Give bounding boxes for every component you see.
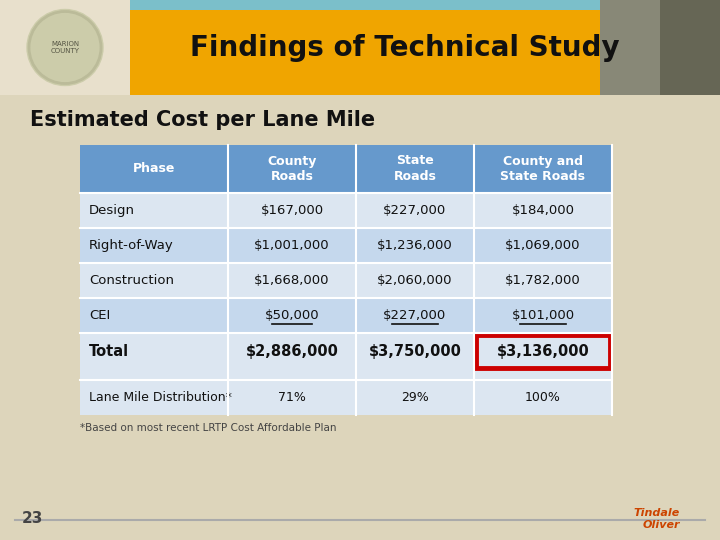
Text: $227,000: $227,000 — [383, 204, 446, 217]
Text: $1,668,000: $1,668,000 — [254, 274, 330, 287]
Text: $2,060,000: $2,060,000 — [377, 274, 453, 287]
Bar — [356, 298, 474, 333]
Bar — [356, 263, 474, 298]
Text: $167,000: $167,000 — [261, 204, 323, 217]
Text: 71%: 71% — [278, 391, 306, 404]
Text: 29%: 29% — [401, 391, 429, 404]
Text: *Based on most recent LRTP Cost Affordable Plan: *Based on most recent LRTP Cost Affordab… — [80, 423, 336, 433]
Text: $1,069,000: $1,069,000 — [505, 239, 581, 252]
Text: State
Roads: State Roads — [394, 154, 436, 184]
Bar — [228, 193, 356, 228]
Text: Design: Design — [89, 204, 135, 217]
Text: $3,136,000: $3,136,000 — [497, 344, 590, 359]
Text: Tindale
Oliver: Tindale Oliver — [634, 508, 680, 530]
Bar — [474, 333, 612, 370]
Bar — [228, 333, 356, 370]
Bar — [474, 193, 612, 228]
Bar — [474, 380, 612, 415]
Bar — [80, 145, 228, 193]
Text: $1,001,000: $1,001,000 — [254, 239, 330, 252]
Text: $227,000: $227,000 — [383, 309, 446, 322]
Bar — [80, 263, 228, 298]
Bar — [0, 0, 130, 95]
Text: $1,782,000: $1,782,000 — [505, 274, 581, 287]
Bar — [356, 380, 474, 415]
Bar — [474, 145, 612, 193]
Bar — [474, 263, 612, 298]
Text: 100%: 100% — [525, 391, 561, 404]
Bar — [130, 0, 600, 10]
Text: 23: 23 — [22, 511, 43, 526]
Bar — [356, 333, 474, 370]
Text: Phase: Phase — [132, 163, 175, 176]
Text: $2,886,000: $2,886,000 — [246, 344, 338, 359]
Bar — [80, 333, 228, 370]
Text: Right-of-Way: Right-of-Way — [89, 239, 174, 252]
Bar — [474, 228, 612, 263]
Bar — [660, 0, 720, 95]
Bar — [476, 335, 610, 368]
Bar — [356, 370, 474, 380]
Bar — [80, 298, 228, 333]
Bar — [356, 145, 474, 193]
Text: $101,000: $101,000 — [511, 309, 575, 322]
Text: County and
State Roads: County and State Roads — [500, 154, 585, 184]
Bar — [228, 145, 356, 193]
Text: $184,000: $184,000 — [511, 204, 575, 217]
Bar — [474, 298, 612, 333]
Text: Lane Mile Distribution*: Lane Mile Distribution* — [89, 391, 232, 404]
Text: Estimated Cost per Lane Mile: Estimated Cost per Lane Mile — [30, 110, 375, 130]
Bar — [80, 370, 228, 380]
Bar — [228, 370, 356, 380]
Bar — [80, 228, 228, 263]
Circle shape — [27, 10, 103, 85]
Bar — [600, 0, 660, 95]
Bar — [228, 263, 356, 298]
Text: $1,236,000: $1,236,000 — [377, 239, 453, 252]
Bar — [228, 380, 356, 415]
Bar — [356, 193, 474, 228]
Text: CEI: CEI — [89, 309, 110, 322]
Bar — [80, 193, 228, 228]
Text: $50,000: $50,000 — [265, 309, 319, 322]
Bar — [228, 228, 356, 263]
Bar — [474, 370, 612, 380]
Bar — [228, 298, 356, 333]
Bar — [130, 0, 720, 95]
Text: Total: Total — [89, 344, 129, 359]
Text: MARION
COUNTY: MARION COUNTY — [50, 41, 79, 54]
Text: Findings of Technical Study: Findings of Technical Study — [190, 33, 620, 62]
Text: County
Roads: County Roads — [267, 154, 317, 184]
Bar — [80, 380, 228, 415]
Text: $3,750,000: $3,750,000 — [369, 344, 462, 359]
Text: Construction: Construction — [89, 274, 174, 287]
Bar — [356, 228, 474, 263]
